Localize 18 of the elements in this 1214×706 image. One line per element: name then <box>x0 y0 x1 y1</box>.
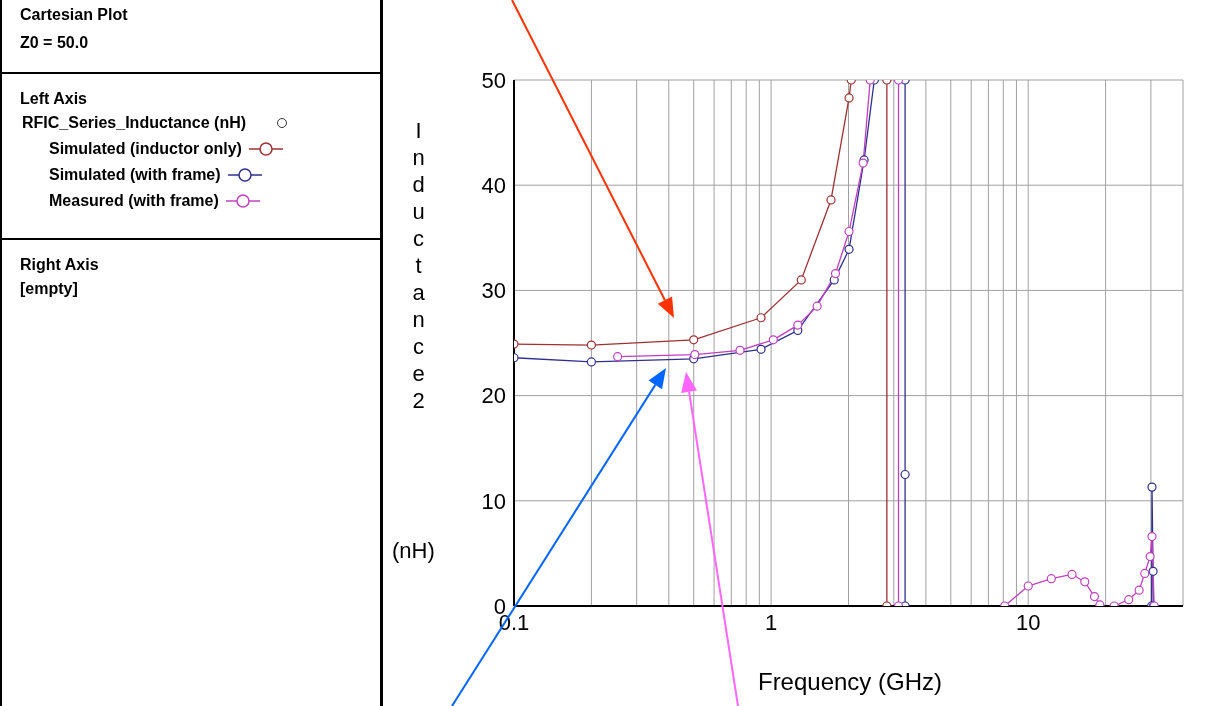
legend-label: Simulated (with frame) <box>48 166 221 184</box>
text: Right Axis <box>20 256 100 274</box>
y-tick-label: 50 <box>481 67 506 93</box>
x-tick-label: 1 <box>764 609 778 635</box>
legend-label: Simulated (inductor only) <box>48 140 242 158</box>
text: Cartesian Plot <box>20 6 129 24</box>
text: Left Axis <box>20 90 88 108</box>
legend-label: Measured (with frame) <box>48 192 219 210</box>
x-axis-title: Frequency (GHz) <box>756 668 943 696</box>
y-tick-label: 30 <box>481 278 506 304</box>
text: Z0 = 50.0 <box>20 34 90 52</box>
text: Inductance2 (nH) <box>392 118 435 563</box>
legend-title: RFIC_Series_Inductance (nH) <box>21 114 247 132</box>
text: [empty] <box>20 280 79 298</box>
y-tick-label: 20 <box>481 383 506 409</box>
x-tick-label: 10 <box>1015 609 1041 635</box>
y-tick-label: 40 <box>481 173 506 199</box>
y-tick-label: 10 <box>481 488 506 514</box>
